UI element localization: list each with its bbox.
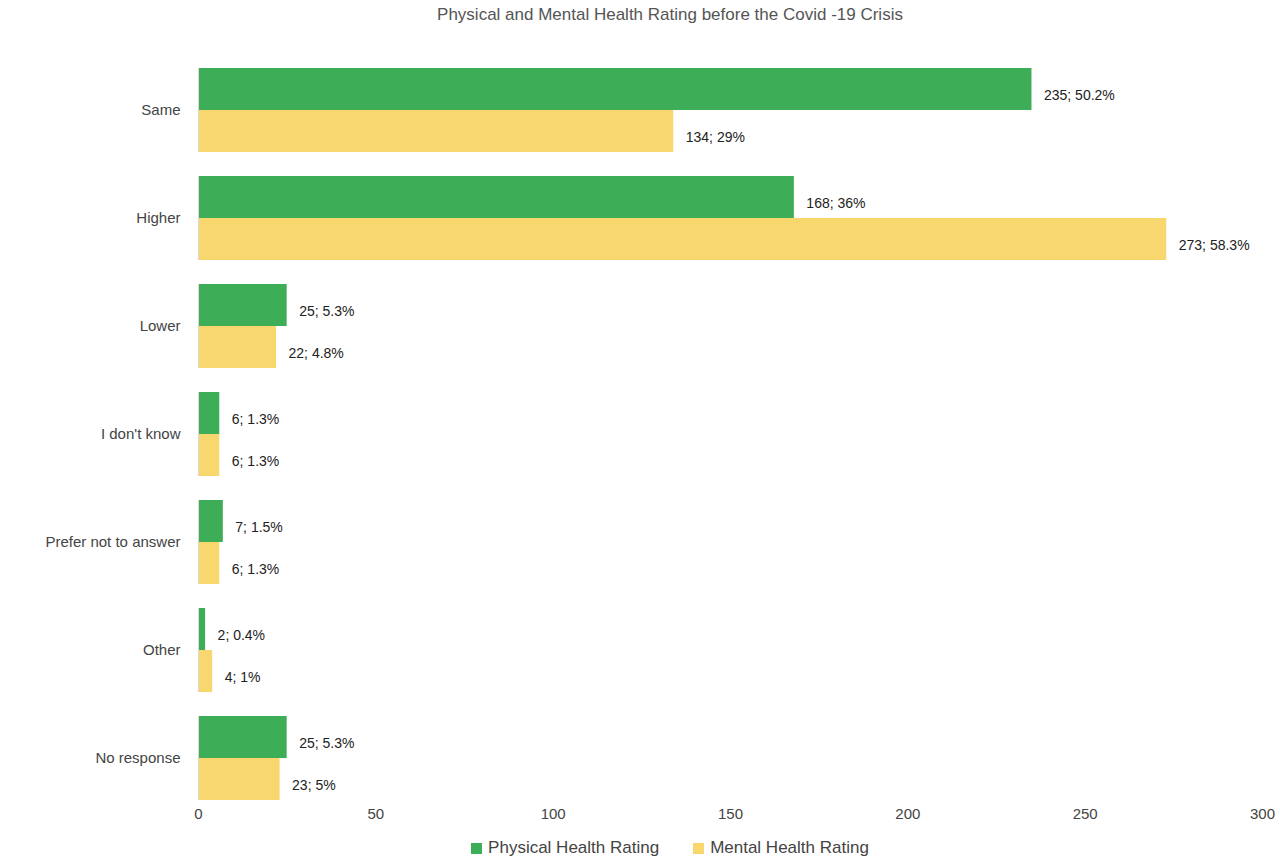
svg-text:23; 5%: 23; 5% [292, 777, 336, 793]
svg-text:I don't know: I don't know [101, 425, 181, 442]
svg-text:25; 5.3%: 25; 5.3% [299, 735, 354, 751]
svg-text:Prefer not to answer: Prefer not to answer [45, 533, 180, 550]
svg-text:235; 50.2%: 235; 50.2% [1044, 87, 1115, 103]
html-text:Physical and Mental Health Rat: Physical and Mental Health Rating before… [437, 5, 903, 24]
svg-text:Lower: Lower [140, 317, 181, 334]
svg-text:134; 29%: 134; 29% [686, 129, 745, 145]
svg-text:Other: Other [143, 641, 181, 658]
svg-text:100: 100 [541, 805, 566, 822]
svg-text:7; 1.5%: 7; 1.5% [235, 519, 282, 535]
html-text:Physical Health Rating: Physical Health Rating [488, 838, 660, 857]
svg-text:Same: Same [141, 101, 180, 118]
svg-text:300: 300 [1250, 805, 1275, 822]
html-text:Mental Health Rating: Mental Health Rating [710, 838, 869, 857]
svg-text:200: 200 [895, 805, 920, 822]
svg-text:6; 1.3%: 6; 1.3% [232, 561, 279, 577]
svg-text:250: 250 [1073, 805, 1098, 822]
svg-text:Higher: Higher [136, 209, 180, 226]
svg-text:6; 1.3%: 6; 1.3% [232, 411, 279, 427]
svg-text:6; 1.3%: 6; 1.3% [232, 453, 279, 469]
svg-text:150: 150 [718, 805, 743, 822]
svg-text:50: 50 [367, 805, 384, 822]
svg-text:No response: No response [95, 749, 180, 766]
svg-text:22; 4.8%: 22; 4.8% [289, 345, 344, 361]
svg-text:25; 5.3%: 25; 5.3% [299, 303, 354, 319]
svg-text:168; 36%: 168; 36% [806, 195, 865, 211]
svg-text:0: 0 [194, 805, 202, 822]
svg-text:4; 1%: 4; 1% [225, 669, 261, 685]
svg-text:2; 0.4%: 2; 0.4% [218, 627, 265, 643]
svg-text:273; 58.3%: 273; 58.3% [1179, 237, 1250, 253]
